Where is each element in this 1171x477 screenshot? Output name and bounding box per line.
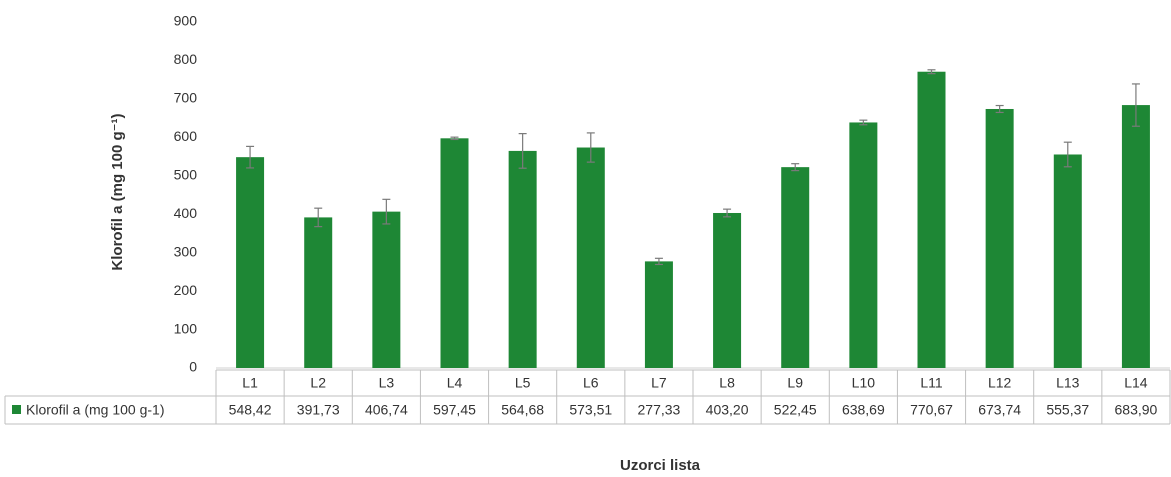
table-value: 564,68 (501, 402, 544, 418)
bar (304, 217, 333, 368)
y-tick-label: 600 (174, 128, 198, 144)
table-value: 277,33 (638, 402, 681, 418)
x-tick-label: L9 (787, 375, 803, 391)
bar (236, 157, 265, 368)
legend-swatch (12, 405, 21, 414)
bar (372, 211, 401, 368)
table-value: 548,42 (229, 402, 272, 418)
bar (1053, 154, 1082, 368)
table-value: 522,45 (774, 402, 817, 418)
x-tick-label: L6 (583, 375, 599, 391)
table-value: 403,20 (706, 402, 749, 418)
y-tick-label: 0 (189, 359, 197, 375)
bar (644, 261, 673, 368)
x-tick-label: L13 (1056, 375, 1080, 391)
bar (713, 212, 742, 368)
y-axis-title: Klorofil a (mg 100 g⁻¹) (109, 113, 126, 270)
x-tick-label: L1 (242, 375, 258, 391)
x-tick-label: L10 (852, 375, 876, 391)
bar (508, 150, 537, 368)
bar (1121, 105, 1150, 369)
x-tick-label: L3 (379, 375, 395, 391)
x-axis-title: Uzorci lista (620, 457, 701, 474)
bar (985, 108, 1014, 368)
y-tick-label: 900 (174, 13, 198, 29)
x-tick-label: L12 (988, 375, 1012, 391)
table-value: 673,74 (978, 402, 1021, 418)
bar (440, 138, 469, 368)
x-tick-label: L8 (719, 375, 735, 391)
table-value: 683,90 (1115, 402, 1158, 418)
x-tick-label: L2 (310, 375, 326, 391)
legend-label: Klorofil a (mg 100 g-1) (26, 402, 165, 418)
table-value: 597,45 (433, 402, 476, 418)
x-tick-label: L5 (515, 375, 531, 391)
table-value: 770,67 (910, 402, 953, 418)
bar (917, 71, 946, 368)
y-tick-label: 200 (174, 282, 198, 298)
table-value: 573,51 (569, 402, 612, 418)
bar (849, 122, 878, 369)
y-tick-label: 500 (174, 166, 198, 182)
y-tick-label: 300 (174, 243, 198, 259)
y-tick-label: 700 (174, 90, 198, 106)
x-tick-label: L11 (920, 375, 943, 391)
bar (781, 167, 810, 368)
table-value: 638,69 (842, 402, 885, 418)
table-value: 406,74 (365, 402, 408, 418)
table-value: 391,73 (297, 402, 340, 418)
table-value: 555,37 (1046, 402, 1089, 418)
x-tick-label: L4 (447, 375, 463, 391)
y-tick-label: 400 (174, 205, 198, 221)
x-tick-label: L14 (1124, 375, 1148, 391)
y-tick-label: 800 (174, 51, 198, 67)
bar (576, 147, 605, 368)
x-tick-label: L7 (651, 375, 667, 391)
y-tick-label: 100 (174, 320, 198, 336)
